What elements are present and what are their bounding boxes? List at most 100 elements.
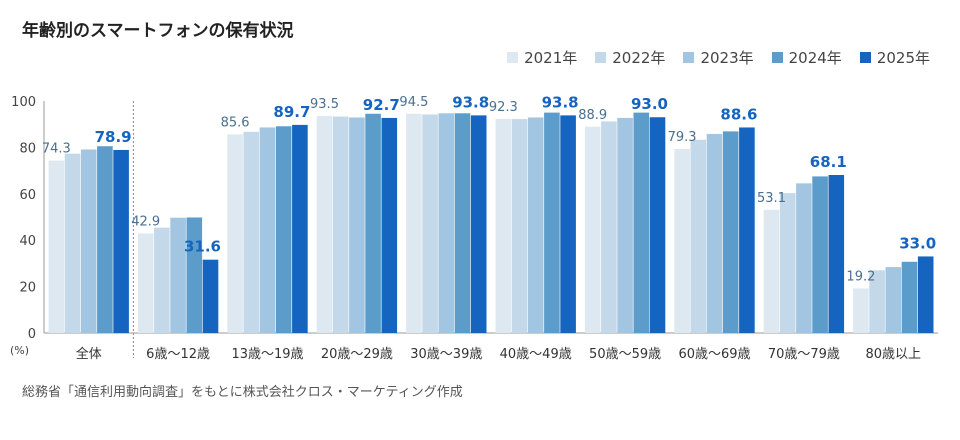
source-note: 総務省「通信利用動向調査」をもとに株式会社クロス・マーケティング作成 [22, 385, 463, 400]
bar-2021年-9 [853, 288, 869, 333]
bar-2022年-8 [779, 193, 796, 333]
legend-label-2021: 2021年 [524, 49, 578, 67]
legend-item-2022: 2022年 [595, 47, 665, 68]
bar-2025年-3 [381, 117, 398, 333]
bar-2023年-3 [349, 117, 365, 333]
legend-label-2023: 2023年 [700, 49, 754, 67]
x-category-label: 40歳〜49歳 [500, 347, 572, 362]
bar-2022年-6 [601, 121, 617, 333]
bar-2021年-3 [316, 116, 333, 333]
bar-2025年-2 [292, 124, 308, 333]
x-category-label: 50歳〜59歳 [589, 347, 661, 362]
bar-2021年-2 [227, 134, 243, 333]
legend-swatch-2024 [771, 52, 783, 63]
bar-2025年-4 [470, 115, 487, 333]
legend-swatch-2021 [507, 52, 519, 63]
bar-2023年-2 [259, 127, 276, 333]
bar-2024年-9 [901, 261, 918, 333]
legend-item-2021: 2021年 [507, 47, 577, 68]
data-label-2021: 19.2 [846, 269, 875, 284]
x-category-label: 30歳〜39歳 [410, 347, 482, 362]
bar-2022年-9 [869, 270, 885, 333]
data-label-2025: 33.0 [899, 234, 936, 252]
data-label-2021: 93.5 [310, 97, 339, 112]
data-label-2021: 85.6 [221, 115, 250, 130]
data-label-2025: 31.6 [184, 238, 221, 256]
bar-2025年-8 [828, 175, 845, 333]
data-label-2021: 92.3 [489, 100, 518, 115]
x-category-label: 全体 [76, 346, 102, 362]
legend: 2021年 2022年 2023年 2024年 2025年 [507, 47, 930, 68]
bar-2022年-2 [243, 131, 260, 333]
data-label-2025: 93.8 [452, 93, 489, 111]
bar-2023年-9 [885, 267, 902, 333]
data-label-2021: 94.5 [399, 95, 428, 110]
x-category-label: 70歳〜79歳 [768, 347, 840, 362]
y-tick-label: 80 [19, 141, 36, 156]
legend-swatch-2023 [683, 52, 695, 63]
bar-2024年-1 [186, 217, 203, 333]
bar-2021年-7 [674, 149, 690, 333]
y-tick-label: 0 [28, 327, 36, 342]
bar-2021年-1 [137, 233, 154, 333]
bar-2024年-4 [454, 113, 471, 334]
data-label-2025: 68.1 [810, 153, 847, 171]
x-category-label: 60歳〜69歳 [678, 347, 750, 362]
legend-item-2024: 2024年 [771, 47, 842, 68]
data-label-2025: 89.7 [273, 103, 310, 121]
x-category-label: 13歳〜19歳 [231, 347, 303, 362]
y-tick-label: 20 [19, 281, 36, 296]
bar-2022年-5 [511, 119, 528, 333]
legend-item-2025: 2025年 [859, 47, 930, 68]
bar-2021年-6 [584, 126, 601, 333]
bar-2024年-6 [633, 112, 650, 333]
data-label-2025: 78.9 [95, 128, 132, 146]
legend-swatch-2022 [595, 52, 607, 63]
bar-2023年-5 [527, 117, 544, 333]
data-label-2021: 53.1 [757, 191, 786, 206]
legend-label-2025: 2025年 [876, 49, 930, 67]
bar-2024年-5 [544, 112, 560, 333]
bar-2023年-8 [796, 183, 812, 333]
bar-2025年-5 [560, 115, 576, 333]
bar-2023年-7 [706, 133, 723, 333]
bar-2021年-0 [48, 160, 65, 333]
legend-swatch-2025 [859, 52, 871, 63]
data-label-2025: 93.8 [542, 93, 579, 111]
y-axis-unit: (%) [10, 344, 30, 357]
legend-label-2022: 2022年 [612, 49, 666, 67]
x-category-label: 6歳〜12歳 [146, 347, 210, 362]
bar-2025年-7 [739, 127, 755, 333]
legend-label-2024: 2024年 [788, 49, 842, 67]
chart-title: 年齢別のスマートフォンの保有状況 [22, 21, 294, 41]
bar-2024年-7 [722, 131, 739, 333]
data-label-2021: 79.3 [668, 130, 697, 145]
y-tick-label: 60 [19, 188, 36, 203]
bar-2024年-8 [812, 176, 828, 333]
bar-2023年-0 [80, 149, 97, 333]
bar-2023年-6 [617, 117, 633, 333]
bar-2021年-4 [406, 113, 422, 333]
bar-2025年-1 [202, 259, 219, 333]
y-tick-label: 40 [19, 234, 36, 249]
bar-2024年-0 [97, 146, 113, 333]
data-label-2021: 88.9 [578, 108, 607, 123]
bar-2022年-7 [690, 139, 707, 333]
bar-2023年-4 [438, 113, 455, 334]
bar-2025年-9 [917, 256, 934, 333]
x-category-label: 20歳〜29歳 [321, 347, 393, 362]
x-category-label: 80歳以上 [866, 347, 922, 362]
bar-2024年-3 [365, 113, 381, 333]
bar-2022年-3 [332, 116, 349, 333]
bar-2023年-1 [170, 217, 186, 333]
data-label-2025: 88.6 [720, 105, 757, 123]
bar-2021年-8 [763, 209, 780, 333]
bar-2022年-0 [64, 153, 81, 333]
y-tick-label: 100 [11, 95, 36, 110]
bar-2025年-6 [649, 117, 666, 334]
bar-2024年-2 [275, 126, 292, 334]
bar-2021年-5 [495, 118, 512, 333]
data-label-2025: 92.7 [363, 96, 400, 114]
legend-item-2023: 2023年 [683, 47, 754, 68]
